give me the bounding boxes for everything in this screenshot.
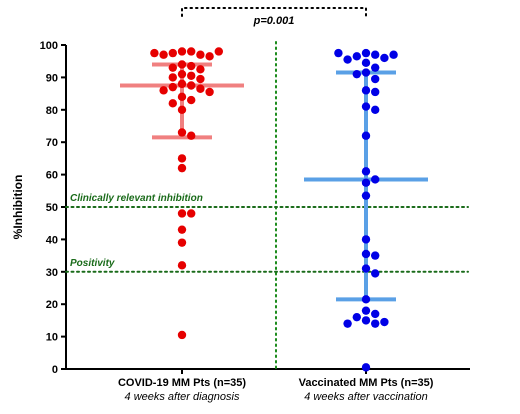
data-point-1-12 [361, 86, 371, 95]
data-point-0-21 [205, 87, 214, 97]
data-point-1-18 [371, 175, 380, 184]
data-point-0-28 [177, 154, 187, 163]
data-point-1-1 [371, 50, 380, 59]
reference-line-label-50: Clinically relevant inhibition [70, 193, 203, 204]
y-tick-label-30: 30 [46, 267, 58, 279]
data-point-0-7 [214, 47, 223, 56]
y-tick-label-0: 0 [52, 364, 58, 376]
data-point-1-16 [361, 131, 371, 140]
data-point-0-30 [177, 209, 187, 218]
data-point-1-24 [361, 264, 371, 273]
summary-bars [120, 62, 428, 302]
y-tick-label-50: 50 [46, 202, 58, 214]
data-point-1-22 [361, 249, 371, 259]
reference-lines: Clinically relevant inhibition Positivity [65, 41, 469, 370]
data-point-1-13 [371, 87, 380, 97]
data-point-0-35 [177, 330, 187, 340]
data-point-1-8 [371, 63, 380, 72]
data-point-1-0 [361, 48, 371, 58]
data-point-0-22 [177, 92, 187, 102]
data-point-0-5 [205, 52, 214, 61]
data-point-0-2 [168, 48, 177, 58]
data-point-0-10 [168, 63, 177, 72]
data-point-0-25 [177, 105, 187, 115]
data-point-1-17 [361, 167, 371, 176]
data-point-1-25 [371, 269, 380, 278]
y-tick-label-80: 80 [46, 105, 58, 117]
data-point-1-31 [380, 317, 389, 327]
data-point-1-5 [389, 50, 398, 59]
data-point-1-32 [371, 319, 380, 328]
data-point-0-23 [187, 95, 196, 105]
data-point-0-24 [168, 99, 177, 108]
y-axis-title: %Inhibition [11, 175, 25, 240]
data-point-1-29 [352, 312, 361, 322]
y-tick-label-10: 10 [46, 332, 58, 344]
data-point-0-26 [177, 128, 187, 137]
data-point-1-7 [361, 58, 371, 68]
data-point-0-34 [177, 261, 187, 270]
data-point-1-11 [371, 74, 380, 84]
data-point-0-8 [177, 60, 187, 69]
data-point-1-3 [380, 53, 389, 63]
data-point-0-19 [196, 84, 205, 93]
data-point-1-10 [352, 69, 361, 79]
data-point-0-32 [177, 225, 187, 234]
data-point-0-16 [177, 79, 187, 89]
p-value-annotation: p=0.001 [253, 15, 295, 27]
data-point-1-28 [371, 309, 380, 319]
data-point-1-34 [361, 363, 371, 372]
data-point-0-15 [196, 74, 205, 84]
data-point-1-30 [361, 316, 371, 325]
data-point-1-21 [361, 235, 371, 244]
data-point-0-3 [196, 50, 205, 59]
y-tick-label-70: 70 [46, 137, 58, 149]
data-point-0-20 [159, 86, 168, 95]
data-point-0-0 [177, 47, 187, 56]
y-tick-label-20: 20 [46, 299, 58, 311]
chart-labels: COVID-19 MM Pts (n=35) 4 weeks after diag… [118, 7, 434, 403]
x-category-label-0: COVID-19 MM Pts (n=35) [118, 377, 246, 389]
axes: 0 10 20 30 40 50 60 70 80 90 100 %Inhibition [11, 40, 470, 376]
data-point-1-23 [371, 251, 380, 260]
x-category-sublabel-0: 4 weeks after diagnosis [125, 391, 240, 403]
data-point-0-6 [150, 48, 159, 58]
x-category-label-1: Vaccinated MM Pts (n=35) [299, 377, 434, 389]
data-point-0-29 [177, 163, 187, 173]
reference-line-label-30: Positivity [70, 258, 115, 269]
y-tick-label-100: 100 [40, 40, 58, 52]
data-point-1-27 [361, 306, 371, 315]
data-point-1-33 [343, 319, 352, 328]
data-point-0-14 [168, 73, 177, 82]
y-tick-label-40: 40 [46, 234, 58, 246]
data-point-0-33 [177, 238, 187, 247]
data-point-0-1 [187, 47, 196, 56]
data-point-1-14 [361, 102, 371, 111]
y-tick-label-90: 90 [46, 72, 58, 84]
data-point-1-26 [361, 295, 371, 304]
significance-bracket [181, 7, 367, 17]
x-category-sublabel-1: 4 weeks after vaccination [304, 391, 428, 403]
data-point-1-9 [361, 68, 371, 77]
data-point-1-19 [361, 178, 371, 187]
data-points [150, 47, 398, 372]
data-point-1-20 [361, 191, 371, 200]
y-tick-label-60: 60 [46, 170, 58, 182]
data-point-0-9 [187, 61, 196, 71]
data-point-1-2 [352, 52, 361, 61]
data-point-1-15 [371, 105, 380, 115]
data-point-0-12 [177, 69, 187, 79]
data-point-0-17 [187, 81, 196, 90]
data-point-1-6 [334, 48, 343, 58]
data-point-0-27 [187, 131, 196, 140]
data-point-0-31 [187, 209, 196, 218]
data-point-0-18 [168, 82, 177, 92]
data-point-0-4 [159, 50, 168, 59]
data-point-0-13 [187, 71, 196, 80]
data-point-1-4 [343, 55, 352, 64]
data-point-0-11 [196, 65, 205, 74]
